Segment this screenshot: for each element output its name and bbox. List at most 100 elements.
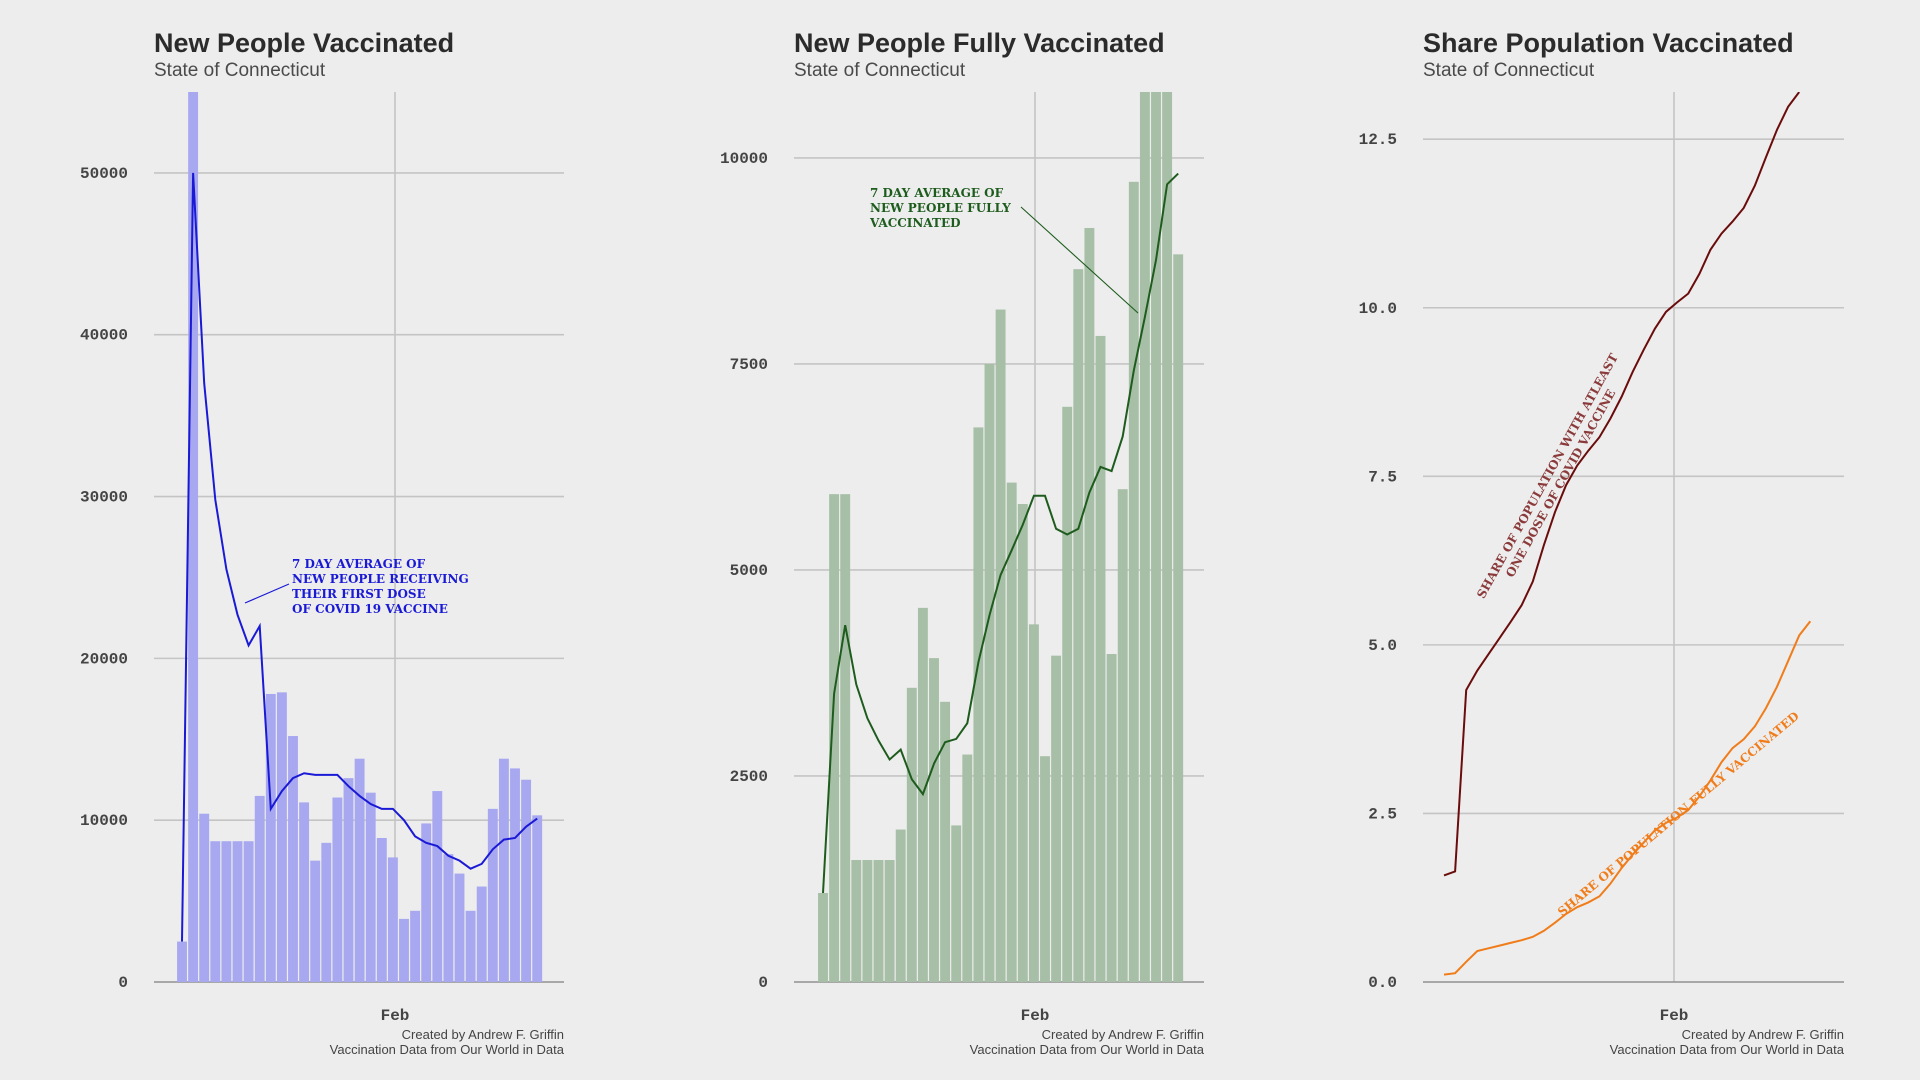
bar bbox=[995, 309, 1006, 982]
chart-share-population-vaccinated: Share Population Vaccinated State of Con… bbox=[1423, 0, 1844, 1080]
x-tick-label: Feb bbox=[1660, 1007, 1689, 1025]
y-tick-label: 12.5 bbox=[1359, 131, 1397, 149]
chart-subtitle: State of Connecticut bbox=[794, 60, 966, 81]
bar bbox=[276, 692, 287, 982]
chart-subtitle: State of Connecticut bbox=[1423, 60, 1595, 81]
y-tick-label: 10.0 bbox=[1359, 300, 1397, 318]
bar bbox=[487, 808, 498, 982]
bar bbox=[421, 823, 432, 982]
bar bbox=[1162, 92, 1173, 982]
bar bbox=[818, 893, 828, 982]
bars bbox=[177, 92, 543, 982]
y-tick-label: 0 bbox=[758, 974, 768, 992]
bar bbox=[1084, 227, 1095, 982]
bar bbox=[432, 791, 443, 982]
y-tick-label: 5000 bbox=[730, 562, 768, 580]
bar bbox=[940, 701, 951, 982]
series-line-atleast-one-dose bbox=[1443, 92, 1801, 877]
annotation-text: OF COVID 19 VACCINE bbox=[292, 602, 448, 616]
bar bbox=[532, 815, 543, 982]
bar bbox=[365, 792, 376, 982]
bar bbox=[177, 941, 187, 982]
bar bbox=[498, 758, 509, 982]
bar bbox=[354, 758, 365, 982]
y-tick-label: 2.5 bbox=[1368, 805, 1397, 823]
series-line-fully-vaccinated bbox=[1443, 620, 1812, 976]
bar bbox=[1151, 92, 1161, 982]
bar bbox=[288, 736, 298, 982]
bar bbox=[1073, 269, 1084, 982]
bar bbox=[399, 918, 409, 982]
bar bbox=[1006, 482, 1017, 982]
bar bbox=[443, 854, 454, 982]
credit-line-1: Created by Andrew F. Griffin bbox=[1041, 1027, 1204, 1042]
bar bbox=[343, 778, 354, 982]
bar bbox=[1040, 756, 1050, 982]
bar bbox=[465, 910, 476, 982]
annotation-leader bbox=[244, 583, 290, 604]
series-line-7-day-average bbox=[822, 172, 1179, 894]
bar bbox=[243, 841, 254, 982]
bar bbox=[873, 860, 884, 982]
bar bbox=[387, 857, 398, 982]
bar bbox=[232, 841, 243, 982]
chart-title: New People Vaccinated bbox=[154, 28, 455, 58]
annotation-text: THEIR FIRST DOSE bbox=[292, 587, 426, 601]
bar bbox=[265, 693, 276, 982]
y-tick-label: 20000 bbox=[80, 650, 128, 668]
bar bbox=[1095, 335, 1106, 982]
bar bbox=[906, 687, 917, 982]
credit-line-2: Vaccination Data from Our World in Data bbox=[329, 1042, 564, 1057]
y-tick-label: 7500 bbox=[730, 356, 768, 374]
series-line-7-day-average bbox=[181, 172, 538, 942]
bar bbox=[984, 363, 995, 982]
bar bbox=[829, 494, 840, 982]
y-tick-label: 10000 bbox=[80, 812, 128, 830]
bar bbox=[332, 797, 343, 982]
bar bbox=[310, 860, 321, 982]
bar bbox=[199, 813, 210, 982]
bar bbox=[951, 825, 962, 982]
annotation-text: NEW PEOPLE RECEIVING bbox=[292, 572, 469, 586]
y-tick-label: 10000 bbox=[720, 150, 768, 168]
bar bbox=[221, 841, 232, 982]
chart-1-plot-area: 0 2500 5000 7500 10000 Feb bbox=[720, 92, 1204, 1025]
bar bbox=[510, 768, 520, 982]
y-tick-label: 5.0 bbox=[1368, 637, 1397, 655]
bar bbox=[962, 754, 973, 982]
bar bbox=[210, 841, 221, 982]
annotation-text: ONE DOSE OF COVID VACCINE bbox=[1503, 387, 1618, 580]
bar bbox=[376, 837, 387, 982]
bar bbox=[299, 802, 310, 982]
bar bbox=[321, 842, 332, 982]
annotation-text: NEW PEOPLE FULLY bbox=[870, 201, 1011, 215]
x-tick-label: Feb bbox=[381, 1007, 410, 1025]
bar bbox=[1139, 92, 1150, 982]
bar bbox=[840, 494, 851, 982]
chart-title: Share Population Vaccinated bbox=[1423, 28, 1794, 58]
y-tick-label: 2500 bbox=[730, 768, 768, 786]
bar bbox=[454, 873, 465, 982]
y-tick-label: 50000 bbox=[80, 165, 128, 183]
y-tick-label: 7.5 bbox=[1368, 468, 1397, 486]
bar bbox=[884, 860, 895, 982]
x-tick-label: Feb bbox=[1021, 1007, 1050, 1025]
bar bbox=[410, 910, 421, 982]
annotation-leader bbox=[1020, 206, 1139, 314]
chart-title: New People Fully Vaccinated bbox=[794, 28, 1165, 58]
chart-0-plot-area: 0 10000 20000 30000 40000 50000 Feb bbox=[80, 92, 564, 1025]
bar bbox=[1173, 254, 1184, 982]
lines bbox=[1443, 92, 1812, 976]
bar bbox=[1117, 489, 1128, 982]
bar bbox=[895, 829, 906, 982]
bar bbox=[929, 658, 939, 982]
bar bbox=[862, 860, 873, 982]
bar bbox=[851, 860, 862, 982]
bar bbox=[1128, 181, 1139, 982]
bar bbox=[1062, 406, 1073, 982]
annotation-text: VACCINATED bbox=[869, 216, 961, 230]
bar bbox=[1017, 504, 1028, 982]
